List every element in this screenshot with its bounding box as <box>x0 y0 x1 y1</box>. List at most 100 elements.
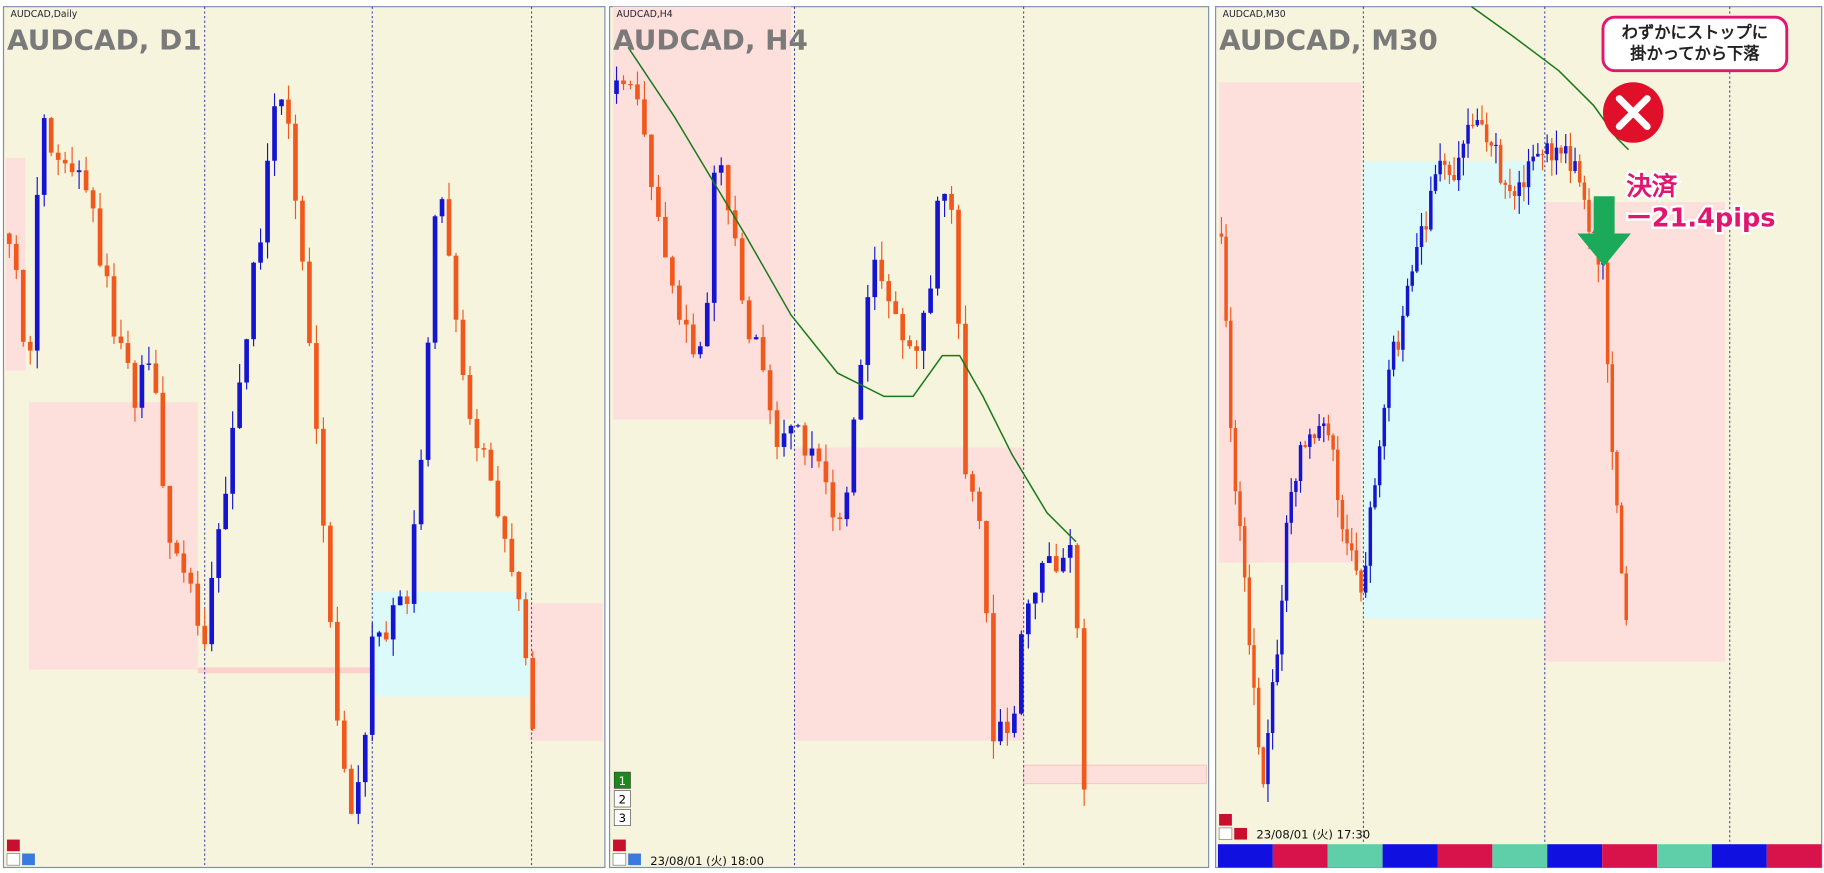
candle-body <box>1363 565 1368 593</box>
candle-body <box>488 449 494 481</box>
button[interactable] <box>613 771 631 789</box>
candle-body <box>718 165 724 173</box>
button[interactable] <box>613 809 631 826</box>
candle-body <box>649 134 654 187</box>
icon-button[interactable] <box>1219 813 1232 826</box>
candle-body <box>202 625 208 645</box>
candle-body <box>858 364 864 420</box>
candle-body <box>956 209 961 324</box>
candle-body <box>272 106 277 161</box>
candle-body <box>795 425 801 427</box>
icon-button[interactable] <box>612 853 627 866</box>
candle-body <box>998 721 1003 742</box>
candle-body <box>1470 124 1475 127</box>
candle-body <box>984 521 989 614</box>
candle-body <box>76 170 82 173</box>
candle-body <box>1522 182 1526 188</box>
candle-body <box>1312 434 1317 439</box>
icon-button[interactable] <box>1218 827 1233 840</box>
panel <box>2 6 606 869</box>
candle-body <box>872 259 878 298</box>
candle-body <box>223 493 228 530</box>
candle-body <box>1345 529 1349 544</box>
icon-button[interactable] <box>22 853 35 866</box>
candle-body <box>1298 445 1303 482</box>
candle-body <box>1568 146 1573 171</box>
candle-body <box>1554 147 1559 161</box>
candle-body <box>635 84 640 100</box>
candle-body <box>335 621 340 721</box>
candle-body <box>851 419 857 493</box>
candle-body <box>132 362 138 408</box>
zone <box>372 591 530 697</box>
candle-body <box>1074 545 1080 629</box>
zone <box>197 667 373 674</box>
zone <box>1023 764 1207 785</box>
candle-body <box>1373 485 1377 508</box>
candle-body <box>390 605 396 640</box>
session-block <box>1382 844 1438 868</box>
buttons: 1 2 3 <box>613 771 631 826</box>
candle-body <box>1577 161 1582 183</box>
candle-body <box>1331 435 1335 450</box>
candle-body <box>1308 434 1312 447</box>
candle-body <box>1410 271 1414 286</box>
candle-body <box>1303 445 1307 447</box>
candle-body <box>1605 262 1610 365</box>
candle-body <box>300 200 305 262</box>
candle-body <box>62 159 68 164</box>
button[interactable] <box>613 790 631 808</box>
icon-button[interactable] <box>613 839 626 852</box>
candle-body <box>1526 161 1531 188</box>
candle-body <box>914 346 919 351</box>
icon-button[interactable] <box>628 853 641 866</box>
candle-body <box>1067 545 1073 558</box>
session-block <box>1437 844 1493 868</box>
icon-button[interactable] <box>6 853 21 866</box>
candle-body <box>963 323 968 475</box>
icon-button[interactable] <box>1234 827 1248 840</box>
candle-body <box>1419 226 1424 247</box>
candle-body <box>928 288 933 313</box>
candle-body <box>342 720 347 769</box>
candle-body <box>1447 164 1452 175</box>
candle-body <box>516 572 522 600</box>
candle-body <box>1466 124 1470 144</box>
candle-body <box>90 190 96 209</box>
candle-body <box>1224 236 1228 321</box>
candle-body <box>307 261 312 344</box>
candle-body <box>1238 491 1242 527</box>
annotation: わずかにストップに 掛かってから下落 決済 ー21.4pips <box>1577 15 1789 267</box>
session-block <box>1217 844 1273 868</box>
candle-body <box>697 346 703 355</box>
candle-body <box>1284 522 1289 601</box>
candle-body <box>1424 226 1428 230</box>
candle-body <box>1266 733 1270 785</box>
candle-body <box>935 200 940 289</box>
candle-body <box>460 319 466 376</box>
candle-body <box>1475 120 1480 126</box>
icon-button[interactable] <box>6 839 20 852</box>
candle-body <box>1012 713 1017 733</box>
session-block <box>1327 844 1383 868</box>
candle-body <box>314 343 319 429</box>
candle-body <box>195 583 201 626</box>
candle-body <box>502 516 508 539</box>
chart-label: AUDCAD,Daily <box>10 9 77 20</box>
session-block <box>1766 844 1822 868</box>
candle-body <box>251 262 256 340</box>
candle-body <box>991 613 996 742</box>
candle-body <box>1340 499 1345 530</box>
zone <box>1544 202 1726 662</box>
candle-body <box>1275 654 1280 683</box>
zone <box>29 402 198 670</box>
candle-body <box>237 382 242 428</box>
candles <box>6 66 1628 825</box>
chart-label: AUDCAD,H4 <box>617 9 673 20</box>
session-block <box>1272 844 1328 868</box>
candle-body <box>1270 682 1275 734</box>
candle-body <box>725 165 731 211</box>
candle-body <box>1550 143 1554 161</box>
candle-body <box>523 599 529 659</box>
